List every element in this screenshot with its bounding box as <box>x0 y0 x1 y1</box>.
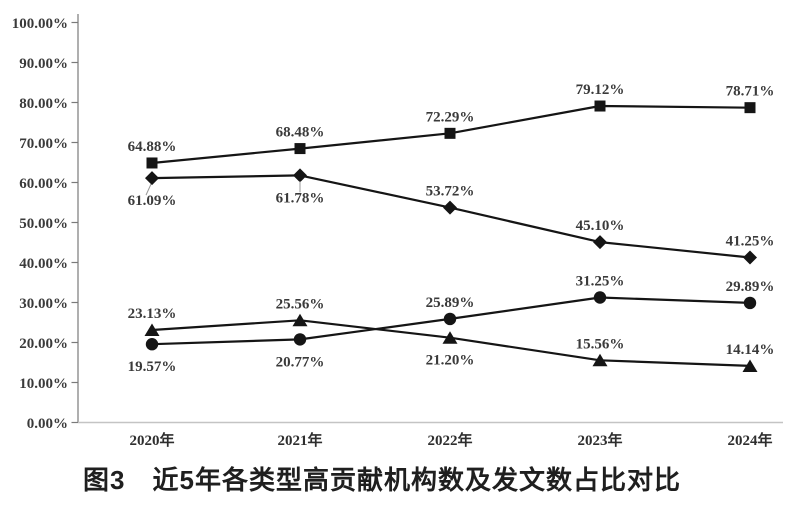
data-point-label: 68.48% <box>276 125 325 141</box>
y-tick-label: 40.00% <box>19 256 68 272</box>
square-marker <box>444 127 456 139</box>
y-tick-label: 30.00% <box>19 296 68 312</box>
diamond-marker <box>593 235 607 250</box>
y-axis-ticks: 100.00% 90.00% 80.00% 70.00% 60.00% 50.00% 40.… <box>12 16 78 432</box>
data-point-label: 29.89% <box>726 279 775 295</box>
circle-marker <box>145 338 159 351</box>
data-point-label: 21.20% <box>426 353 475 369</box>
figure-caption: 图3 近5年各类型高贡献机构数及发文数占比对比 <box>83 465 681 495</box>
circle-marker <box>443 312 457 326</box>
square-marker <box>294 143 306 155</box>
data-point-label: 31.25% <box>576 274 625 290</box>
circle-marker <box>293 333 307 346</box>
y-tick-label: 70.00% <box>19 136 68 152</box>
label-leader-line <box>145 183 152 196</box>
data-point-label: 23.13% <box>128 306 177 322</box>
x-tick-label: 2022年 <box>427 431 472 449</box>
series-triangle: 23.13% 25.56% 21.20% 15.56% 14.14% <box>128 296 775 372</box>
triangle-marker <box>292 313 308 327</box>
diamond-marker <box>743 250 757 265</box>
data-point-label: 61.09% <box>128 193 177 209</box>
data-point-label: 45.10% <box>576 218 625 234</box>
x-tick-label: 2020年 <box>129 431 174 449</box>
line-chart: 100.00% 90.00% 80.00% 70.00% 60.00% 50.00% 40.… <box>12 14 783 449</box>
data-point-label: 61.78% <box>276 190 325 206</box>
data-point-label: 53.72% <box>426 184 475 200</box>
y-tick-label: 90.00% <box>19 56 68 72</box>
data-point-label: 20.77% <box>276 354 325 370</box>
circle-marker <box>593 291 607 304</box>
data-point-label: 72.29% <box>426 109 475 125</box>
triangle-marker <box>144 323 160 336</box>
circle-marker <box>743 296 757 310</box>
data-point-label: 19.57% <box>128 359 177 375</box>
square-marker <box>146 157 158 169</box>
y-tick-label: 60.00% <box>19 176 68 192</box>
diamond-marker <box>443 200 457 215</box>
x-tick-label: 2021年 <box>277 431 322 449</box>
triangle-marker <box>442 331 458 344</box>
proportion-line-chart-svg: 100.00% 90.00% 80.00% 70.00% 60.00% 50.00% 40.… <box>12 14 783 449</box>
diamond-marker <box>145 171 159 186</box>
series-circle: 19.57% 20.77% 25.89% 31.25% 29.89% <box>128 274 775 376</box>
axes <box>77 14 783 424</box>
y-tick-label: 50.00% <box>19 216 68 232</box>
data-point-label: 25.89% <box>426 295 475 311</box>
data-point-label: 78.71% <box>726 84 775 100</box>
data-point-label: 64.88% <box>128 139 177 155</box>
data-point-label: 41.25% <box>726 234 775 250</box>
y-tick-label: 20.00% <box>19 336 68 352</box>
x-tick-label: 2024年 <box>727 431 772 449</box>
data-point-label: 25.56% <box>276 296 325 312</box>
y-tick-label: 0.00% <box>27 416 68 432</box>
y-tick-label: 80.00% <box>19 96 68 112</box>
triangle-marker <box>592 353 608 367</box>
triangle-marker <box>742 359 758 372</box>
diamond-marker <box>293 168 307 183</box>
square-marker <box>744 102 756 114</box>
y-tick-label: 100.00% <box>12 16 68 32</box>
x-axis-labels: 2020年 2021年 2022年 2023年 2024年 <box>129 431 772 449</box>
data-point-label: 79.12% <box>576 82 625 98</box>
y-tick-label: 10.00% <box>19 376 68 392</box>
series-square: 64.88% 68.48% 72.29% 79.12% 78.71% <box>128 82 775 169</box>
square-marker <box>594 100 606 112</box>
x-tick-label: 2023年 <box>577 431 622 449</box>
data-point-label: 14.14% <box>726 342 775 358</box>
series-diamond: 61.09% 61.78% 53.72% 45.10% 41.25% <box>128 168 775 265</box>
data-point-label: 15.56% <box>576 336 625 352</box>
